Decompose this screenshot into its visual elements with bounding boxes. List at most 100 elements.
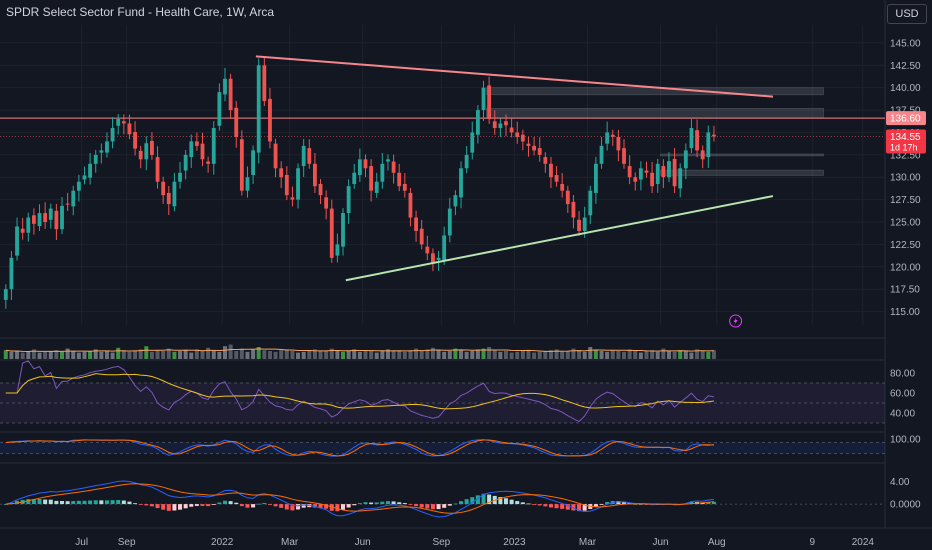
candle-body xyxy=(99,150,104,153)
candle-body xyxy=(504,121,508,126)
macd-histogram-bar xyxy=(172,504,177,511)
volume-bar xyxy=(689,352,694,359)
volume-bar xyxy=(402,351,407,359)
volume-bar xyxy=(26,351,31,359)
candle-body xyxy=(318,183,323,196)
candle-body xyxy=(644,170,649,173)
candle-body xyxy=(307,148,312,164)
volume-bar xyxy=(498,351,503,359)
volume-bar xyxy=(318,351,323,359)
volume-bar xyxy=(76,352,81,359)
trendlines[interactable] xyxy=(255,55,774,328)
rsi-tick-label: 80.00 xyxy=(890,369,915,380)
candle-body xyxy=(369,166,374,191)
macd-histogram-bar xyxy=(711,501,716,505)
y-tick-label: 115.00 xyxy=(890,307,920,318)
macd-histogram-bar xyxy=(498,497,503,505)
macd-histogram-bar xyxy=(211,504,216,505)
volume-bar xyxy=(481,348,486,359)
candle-body xyxy=(9,257,14,290)
candle-body xyxy=(155,157,160,182)
currency-button[interactable]: USD xyxy=(887,4,927,24)
candle-body xyxy=(352,172,357,184)
candle-body xyxy=(206,161,211,164)
volume-bar xyxy=(234,351,239,359)
volume-bar xyxy=(509,352,514,359)
candle-body xyxy=(520,134,525,142)
volume-bar xyxy=(284,349,289,359)
candle-body xyxy=(15,226,19,256)
candle-body xyxy=(661,166,666,178)
horizontal-lines[interactable] xyxy=(0,117,885,137)
candle-body xyxy=(178,172,182,182)
rsi-tick-label: 40.00 xyxy=(890,409,915,420)
macd-histogram-bar xyxy=(509,499,514,505)
volume-bar xyxy=(172,351,177,359)
macd-histogram-bar xyxy=(178,504,183,510)
macd-histogram-bar xyxy=(251,504,256,508)
volume-bar xyxy=(88,351,93,359)
volume-bar xyxy=(599,351,604,359)
volume-ma-line xyxy=(5,348,714,352)
price-zone xyxy=(486,87,824,96)
volume-bar xyxy=(239,348,244,359)
stoch-band xyxy=(0,442,885,454)
y-tick-label: 120.00 xyxy=(890,262,921,273)
volume-bar xyxy=(650,350,655,359)
candle-body xyxy=(380,163,385,182)
stoch-d-line xyxy=(5,439,714,457)
macd-histogram-bar xyxy=(194,504,199,506)
price-axis[interactable]: 145.00142.50140.00137.50135.00132.50130.… xyxy=(890,38,921,510)
candle-body xyxy=(627,166,632,178)
macd-histogram-bar xyxy=(689,501,694,505)
candle-body xyxy=(622,148,626,164)
volume-bar xyxy=(183,350,188,359)
macd-histogram-bar xyxy=(3,504,8,505)
macd-histogram-bar xyxy=(329,504,334,511)
candle-body xyxy=(144,143,149,160)
price-zones xyxy=(486,87,824,176)
macd-histogram-bar xyxy=(155,504,160,509)
x-tick-label: 2024 xyxy=(852,537,875,548)
macd-histogram-bar xyxy=(706,501,711,505)
macd-histogram-bar xyxy=(60,500,65,505)
candle-body xyxy=(54,210,59,230)
candle-body xyxy=(470,132,475,153)
macd-histogram-bar xyxy=(644,504,649,505)
macd-histogram-bar xyxy=(189,504,194,507)
macd-histogram-bar xyxy=(503,498,508,505)
volume-bar xyxy=(161,351,166,359)
candle-body xyxy=(138,150,143,160)
volume-bar xyxy=(324,351,329,359)
volume-bar xyxy=(251,349,256,359)
macd-histogram-bar xyxy=(104,500,109,505)
volume-bar xyxy=(3,350,8,359)
x-tick-label: Jul xyxy=(75,537,88,548)
x-tick-label: 2022 xyxy=(211,537,234,548)
volume-bar xyxy=(622,351,627,359)
candle-body xyxy=(48,208,53,220)
volume-bar xyxy=(43,351,48,359)
volume-bar xyxy=(627,349,632,359)
candle-body xyxy=(234,107,239,137)
macd-histogram-bar xyxy=(430,504,435,510)
candles[interactable] xyxy=(3,56,716,309)
y-tick-label: 132.50 xyxy=(890,150,921,161)
volume-bar xyxy=(425,349,430,359)
candle-body xyxy=(442,235,447,261)
time-axis[interactable]: Jul Sep 2022 Mar Jun Sep 2023 Mar Jun Aug 9 2024 xyxy=(75,537,874,548)
volume-bar xyxy=(312,349,317,359)
volume-bar xyxy=(194,349,199,359)
macd-histogram-bar xyxy=(374,502,379,505)
macd-histogram-bar xyxy=(554,504,559,509)
volume-bar xyxy=(9,351,14,359)
volume-bar xyxy=(54,350,59,359)
macd-histogram-bar xyxy=(290,504,295,511)
volume-bar xyxy=(453,348,458,359)
x-tick-label: Mar xyxy=(579,537,597,548)
candle-body xyxy=(571,201,576,218)
macd-histogram-bar xyxy=(605,502,610,505)
rsi-pane xyxy=(0,360,885,424)
macd-tick-label: 4.00 xyxy=(890,477,910,488)
